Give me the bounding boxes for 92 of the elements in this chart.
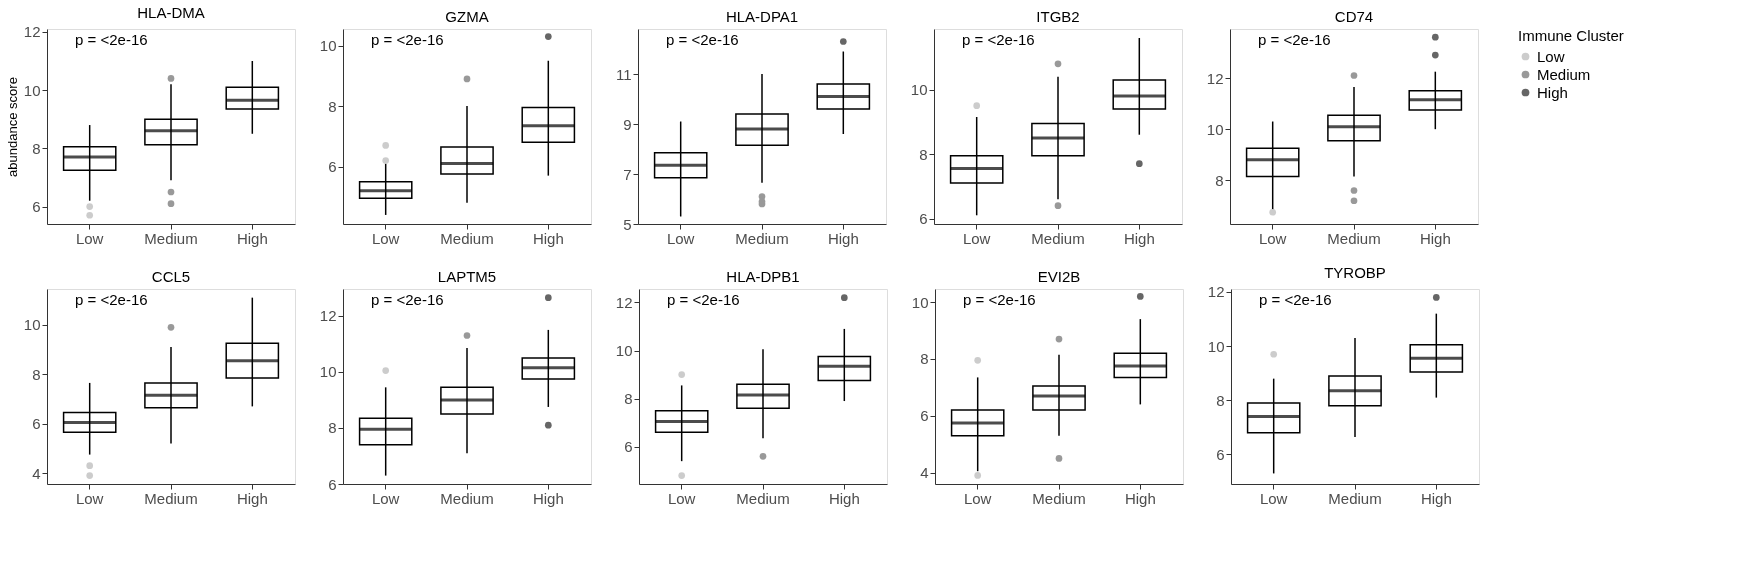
y-tick-label: 10	[1207, 337, 1225, 355]
y-tick-label: 6	[919, 210, 928, 228]
y-tick-label: 6	[328, 475, 337, 493]
y-tick-label: 7	[623, 165, 632, 183]
x-tick-label: Low	[371, 489, 400, 507]
legend-label: Low	[1537, 47, 1565, 65]
chart-title: GZMA	[445, 8, 489, 25]
y-tick-label: 10	[910, 81, 928, 99]
x-tick-label: Low	[1259, 489, 1288, 507]
x-tick-label: High	[236, 489, 268, 507]
y-tick-label: 6	[624, 438, 633, 456]
y-tick-label: 6	[920, 407, 929, 425]
annotation: p = <2e-16	[666, 31, 739, 48]
annotation: p = <2e-16	[75, 31, 148, 48]
x-tick-label: Medium	[1031, 229, 1085, 247]
annotation: p = <2e-16	[1259, 291, 1332, 308]
y-tick-label: 8	[32, 365, 41, 383]
x-tick-label: Medium	[144, 489, 198, 507]
x-tick-label: Low	[962, 229, 991, 247]
y-tick-label: 6	[328, 158, 337, 176]
chart-title: CD74	[1334, 8, 1374, 25]
y-tick-label: 10	[615, 342, 633, 360]
chart-title: HLA-DPA1	[725, 8, 799, 25]
chart-title: LAPTM5	[437, 268, 497, 285]
x-tick-label: Medium	[1328, 489, 1382, 507]
annotation: p = <2e-16	[1258, 31, 1331, 48]
x-tick-label: Medium	[144, 229, 198, 247]
annotation: p = <2e-16	[75, 291, 148, 308]
legend-title: Immune Cluster	[1518, 27, 1624, 44]
y-tick-label: 6	[32, 415, 41, 433]
x-tick-label: High	[1419, 229, 1451, 247]
x-tick-label: Low	[371, 229, 400, 247]
y-tick-label: 12	[1206, 69, 1224, 87]
y-tick-label: 8	[32, 139, 41, 157]
y-tick-label: 10	[23, 316, 41, 334]
y-tick-label: 8	[328, 97, 337, 115]
y-tick-label: 5	[623, 215, 632, 233]
y-tick-label: 12	[1207, 283, 1225, 301]
y-tick-label: 4	[32, 464, 41, 482]
x-tick-label: Medium	[1327, 229, 1381, 247]
annotation: p = <2e-16	[962, 31, 1035, 48]
y-tick-label: 10	[23, 81, 41, 99]
chart-title: TYROBP	[1324, 263, 1386, 281]
x-tick-label: High	[236, 229, 268, 247]
y-tick-label: 6	[1216, 445, 1225, 463]
chart-title: CCL5	[151, 268, 191, 285]
y-tick-label: 6	[32, 198, 41, 216]
y-tick-label: 9	[623, 115, 632, 133]
y-tick-label: 12	[615, 293, 633, 311]
annotation: p = <2e-16	[371, 31, 444, 48]
annotation: p = <2e-16	[667, 291, 740, 308]
y-tick-label: 10	[319, 363, 337, 381]
y-tick-label: 10	[1206, 120, 1224, 138]
x-tick-label: Medium	[440, 229, 494, 247]
x-tick-label: High	[1420, 489, 1452, 507]
x-tick-label: Medium	[440, 489, 494, 507]
annotation: p = <2e-16	[963, 291, 1036, 308]
x-tick-label: Low	[963, 489, 992, 507]
y-tick-label: 11	[615, 65, 632, 83]
y-tick-label: 8	[624, 390, 633, 408]
y-tick-label: 8	[328, 419, 337, 437]
legend-label: High	[1537, 83, 1568, 101]
x-tick-label: Low	[1258, 229, 1287, 247]
x-tick-label: High	[1124, 489, 1156, 507]
y-tick-label: 12	[23, 23, 41, 41]
y-axis-title: abundance score	[4, 77, 20, 177]
x-tick-label: Medium	[1032, 489, 1086, 507]
x-tick-label: Medium	[736, 489, 790, 507]
chart-title: HLA-DPB1	[726, 268, 800, 285]
y-tick-label: 8	[1215, 171, 1224, 189]
y-tick-label: 10	[911, 293, 929, 311]
x-tick-label: High	[828, 489, 860, 507]
x-tick-label: High	[532, 489, 564, 507]
y-tick-label: 10	[319, 37, 337, 55]
x-tick-label: High	[532, 229, 564, 247]
y-tick-label: 4	[920, 464, 929, 482]
chart-title: ITGB2	[1036, 8, 1080, 25]
y-tick-label: 8	[920, 350, 929, 368]
chart-title: EVI2B	[1037, 268, 1081, 285]
x-tick-label: Low	[666, 229, 695, 247]
x-tick-label: Medium	[735, 229, 789, 247]
x-tick-label: High	[827, 229, 859, 247]
y-tick-label: 8	[919, 145, 928, 163]
annotation: p = <2e-16	[371, 291, 444, 308]
x-tick-label: Low	[75, 229, 104, 247]
legend-label: Medium	[1537, 65, 1591, 83]
y-tick-label: 8	[1216, 391, 1225, 409]
y-tick-label: 12	[319, 307, 337, 325]
x-tick-label: High	[1123, 229, 1155, 247]
x-tick-label: Low	[667, 489, 696, 507]
chart-title: HLA-DMA	[137, 3, 205, 21]
x-tick-label: Low	[75, 489, 104, 507]
